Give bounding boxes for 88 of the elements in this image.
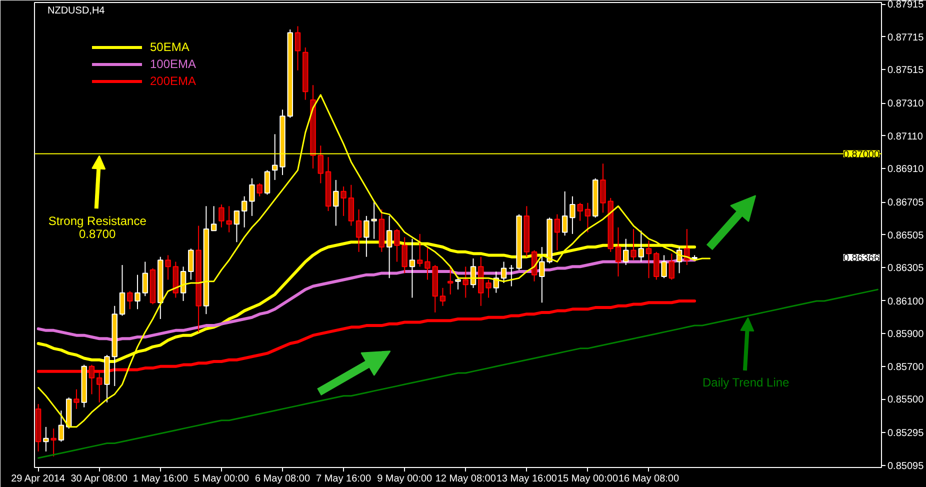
candlestick (134, 274, 140, 310)
candlestick (386, 215, 392, 279)
legend-label: 100EMA (150, 57, 196, 71)
candlestick (462, 266, 468, 298)
line-series (38, 288, 878, 459)
x-tick-label: 30 Apr 08:00 (70, 474, 128, 484)
x-tick-label: 5 May 00:00 (194, 474, 250, 484)
candlestick (508, 264, 514, 287)
candlestick (180, 266, 186, 302)
candlestick (294, 26, 301, 71)
candlestick (638, 230, 644, 262)
candlestick (402, 236, 408, 274)
candlestick (554, 214, 560, 251)
candlestick (584, 202, 591, 233)
candlestick (577, 202, 583, 222)
candlestick (74, 388, 80, 410)
y-tick-label: 0.85295 (888, 428, 924, 440)
y-tick-label: 0.87110 (888, 131, 924, 142)
x-tick-label: 13 May 16:00 (496, 474, 558, 484)
y-tick-label: 0.86100 (888, 296, 924, 308)
y-tick-label: 0.86305 (888, 262, 924, 274)
candlestick (348, 184, 354, 226)
x-tick-label: 9 May 00:00 (377, 474, 433, 484)
candlestick (684, 228, 690, 266)
y-tick-label: 0.85700 (888, 362, 924, 373)
candlestick (127, 290, 133, 310)
candlestick (448, 266, 454, 295)
x-tick-label: 6 May 08:00 (254, 474, 310, 484)
candlestick (58, 410, 64, 442)
candlestick (210, 206, 217, 232)
ref-line-label: 0.87000 (843, 149, 880, 160)
candlestick (500, 261, 507, 284)
candlestick (416, 233, 423, 268)
candlestick (661, 254, 667, 279)
candlestick (241, 196, 248, 228)
candlestick (409, 238, 416, 298)
candlestick (455, 276, 461, 290)
candlestick (623, 238, 629, 266)
candlestick (333, 179, 339, 226)
candlestick (188, 248, 194, 280)
candlestick (562, 190, 568, 236)
candlestick (50, 428, 56, 457)
y-tick-label: 0.87515 (888, 65, 924, 76)
candlestick (43, 426, 49, 452)
y-tick-label: 0.87715 (888, 32, 924, 44)
annotation: Strong Resistance 0.8700 (48, 214, 147, 241)
candlestick (364, 215, 370, 258)
y-tick-label: 0.87915 (888, 0, 924, 11)
x-tick-label: 7 May 16:00 (316, 474, 372, 484)
y-tick-label: 0.85095 (888, 460, 924, 472)
x-tick-label: 12 May 08:00 (435, 474, 496, 484)
candlestick (226, 206, 232, 233)
candlestick (256, 182, 262, 197)
candlestick (440, 287, 446, 306)
candlestick (646, 240, 652, 279)
candlestick (234, 210, 240, 243)
y-tick-label: 0.86910 (888, 164, 924, 176)
candlestick (272, 134, 278, 180)
candlestick (142, 261, 148, 297)
candlestick (119, 264, 126, 316)
y-tick-label: 0.85900 (888, 329, 924, 340)
x-tick-label: 16 May 08:00 (618, 474, 680, 484)
candlestick (630, 228, 636, 261)
annotation: Daily Trend Line (702, 376, 790, 390)
candlestick (249, 178, 255, 216)
x-tick-label: 29 Apr 2014 (11, 474, 66, 484)
candlestick (668, 253, 675, 280)
y-tick-label: 0.85500 (888, 394, 924, 406)
legend-label: 50EMA (150, 40, 190, 54)
chart-title: NZDUSD,H4 (48, 6, 106, 16)
x-tick-label: 1 May 16:00 (132, 474, 188, 484)
candlestick (394, 228, 400, 262)
candlestick (318, 145, 324, 184)
candlestick (371, 200, 377, 240)
candlestick (615, 226, 622, 277)
candlestick (570, 196, 576, 234)
candlestick (654, 251, 660, 280)
candlestick (165, 254, 171, 280)
legend-label: 200EMA (150, 74, 196, 88)
x-tick-label: 15 May 00:00 (557, 474, 618, 484)
y-tick-label: 0.87310 (888, 98, 924, 110)
y-tick-label: 0.86705 (888, 198, 924, 209)
candlestick (356, 208, 362, 252)
y-tick-label: 0.86505 (888, 230, 924, 242)
annotation: 0.86366 (843, 252, 880, 264)
candlestick (340, 186, 346, 216)
candlestick (218, 204, 224, 228)
candlestick (264, 170, 270, 196)
